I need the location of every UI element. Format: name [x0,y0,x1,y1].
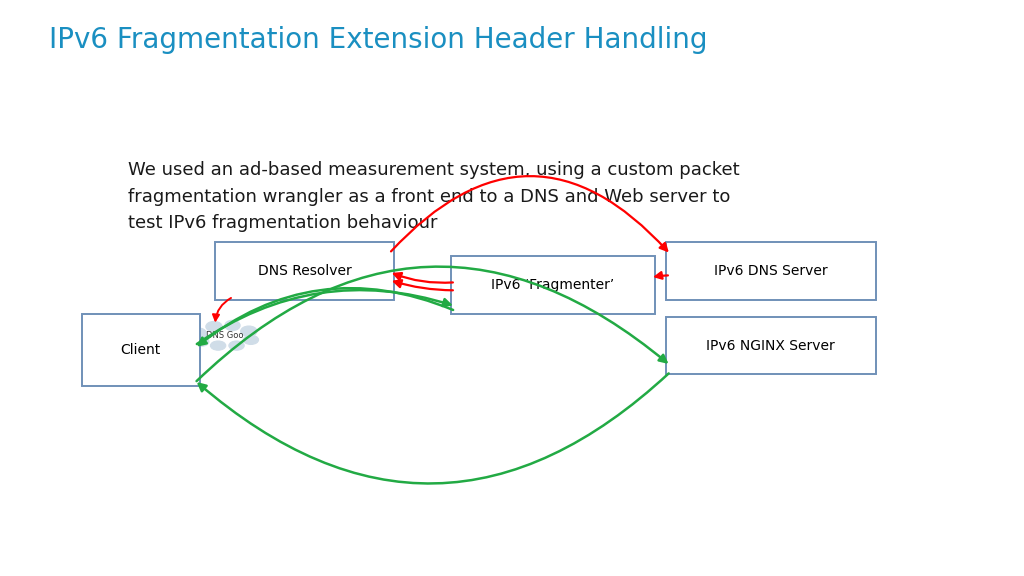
FancyArrowPatch shape [213,298,231,320]
FancyArrowPatch shape [394,273,453,283]
FancyArrowPatch shape [199,373,669,483]
Ellipse shape [206,321,222,332]
FancyArrowPatch shape [394,280,453,290]
Text: We used an ad-based measurement system, using a custom packet
fragmentation wran: We used an ad-based measurement system, … [128,161,739,232]
Text: IPv6 Fragmentation Extension Header Handling: IPv6 Fragmentation Extension Header Hand… [49,26,708,54]
FancyBboxPatch shape [82,314,200,386]
FancyArrowPatch shape [391,176,668,251]
FancyBboxPatch shape [215,242,394,300]
FancyBboxPatch shape [451,256,655,314]
Ellipse shape [244,335,258,344]
Text: DNS Goo: DNS Goo [206,331,243,340]
FancyArrowPatch shape [655,272,668,279]
Ellipse shape [195,337,209,346]
FancyArrowPatch shape [197,290,451,344]
Ellipse shape [229,341,245,350]
Text: IPv6 DNS Server: IPv6 DNS Server [714,264,827,278]
FancyBboxPatch shape [666,242,876,300]
Ellipse shape [241,326,257,336]
Ellipse shape [188,328,207,340]
Ellipse shape [225,320,240,331]
Ellipse shape [211,341,225,350]
Text: IPv6 ‘Fragmenter’: IPv6 ‘Fragmenter’ [492,278,614,292]
Text: Client: Client [121,343,161,357]
FancyBboxPatch shape [666,317,876,374]
Text: DNS Resolver: DNS Resolver [258,264,351,278]
FancyArrowPatch shape [199,288,453,345]
FancyArrowPatch shape [197,267,667,381]
Text: IPv6 NGINX Server: IPv6 NGINX Server [707,339,835,353]
